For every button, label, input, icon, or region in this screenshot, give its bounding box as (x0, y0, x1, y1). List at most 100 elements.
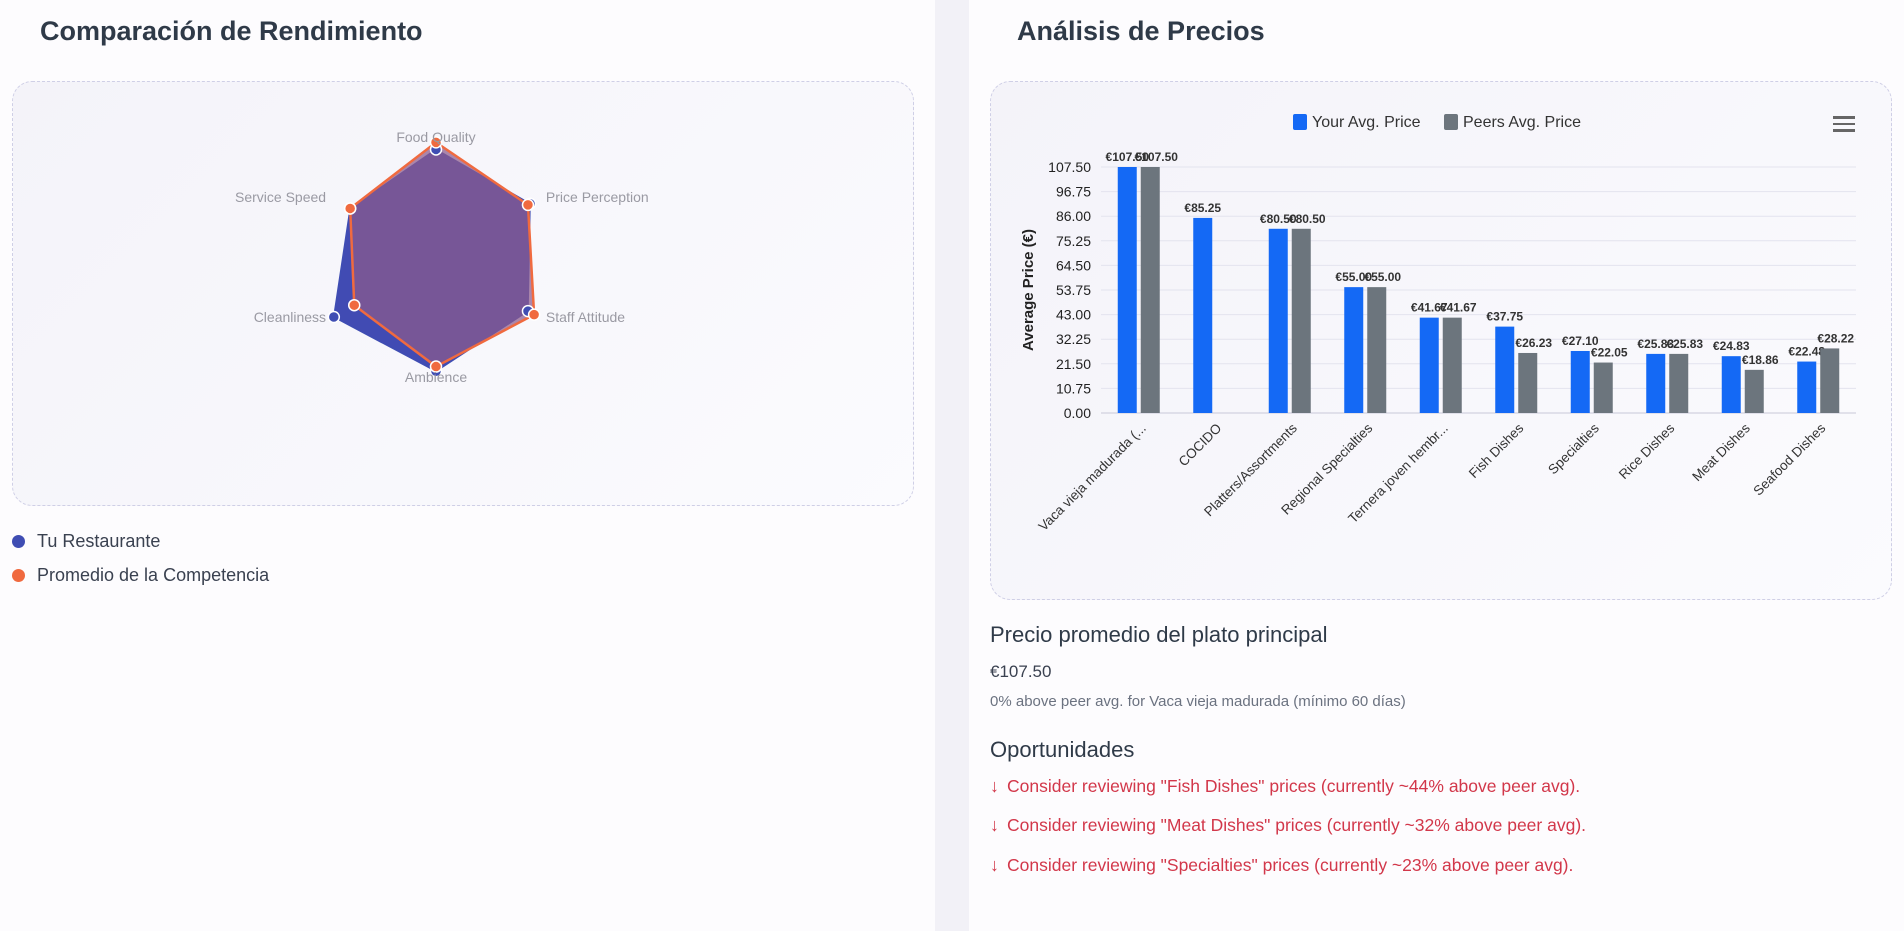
data-label: €107.50 (1106, 150, 1150, 164)
bar-your-price (1646, 353, 1666, 413)
opportunities-title: Oportunidades (990, 737, 1135, 762)
x-tick-label: Specialties (1545, 420, 1602, 477)
radar-point (527, 308, 541, 321)
bar-your-price (1419, 317, 1439, 413)
radar-point (343, 202, 357, 215)
data-label: €107.50 (1135, 150, 1179, 164)
opportunity-item: ↓ Consider reviewing "Specialties" price… (990, 855, 1573, 876)
radar-chart-card: Food Quality Price Perception Staff Attitu… (12, 81, 914, 506)
pricing-title: Análisis de Precios (1017, 16, 1265, 46)
data-label: €22.48 (1788, 345, 1825, 359)
y-tick-label: 43.00 (1056, 307, 1091, 323)
legend-item-tu-restaurante[interactable]: Tu Restaurante (12, 531, 160, 552)
opportunity-text: Consider reviewing "Specialties" prices … (1007, 855, 1574, 875)
legend-label: Promedio de la Competencia (37, 565, 270, 585)
x-tick-label: Fish Dishes (1466, 420, 1527, 481)
main-dish-note: 0% above peer avg. for Vaca vieja madura… (990, 693, 1406, 710)
legend-dot-tu-restaurante (12, 535, 25, 548)
y-tick-label: 96.75 (1056, 184, 1091, 200)
main-dish-title: Precio promedio del plato principal (990, 622, 1328, 647)
y-tick-label: 0.00 (1064, 405, 1091, 421)
bar-peers-price (1367, 287, 1387, 413)
radar-point (429, 136, 443, 149)
legend-swatch-peers-price (1444, 114, 1458, 130)
radar-point (521, 198, 535, 212)
y-tick-label: 86.00 (1056, 208, 1091, 224)
data-label: €26.23 (1515, 336, 1552, 350)
y-tick-label: 64.50 (1056, 257, 1091, 273)
bar-your-price (1495, 326, 1515, 413)
bar-your-price (1797, 361, 1817, 413)
data-label: €80.50 (1289, 212, 1326, 226)
arrow-down-icon: ↓ (990, 815, 999, 835)
bar-peers-price (1291, 228, 1311, 413)
data-label: €25.83 (1666, 337, 1703, 351)
legend-dot-competencia (12, 569, 25, 582)
data-label: €85.25 (1184, 201, 1221, 215)
opportunity-item: ↓ Consider reviewing "Fish Dishes" price… (990, 776, 1580, 797)
arrow-down-icon: ↓ (990, 776, 999, 796)
legend-item-competencia[interactable]: Promedio de la Competencia (12, 565, 269, 586)
bar-peers-price (1820, 348, 1840, 413)
legend-label: Your Avg. Price (1312, 114, 1421, 131)
opportunity-item: ↓ Consider reviewing "Meat Dishes" price… (990, 815, 1586, 836)
bar-your-price (1721, 356, 1741, 413)
data-label: €37.75 (1486, 310, 1523, 324)
bar-your-price (1268, 228, 1288, 413)
data-label: €55.00 (1335, 270, 1372, 284)
bar-your-price (1117, 167, 1137, 413)
y-tick-label: 10.75 (1056, 380, 1091, 396)
arrow-down-icon: ↓ (990, 855, 999, 875)
radar-axis-label: Food Quality (396, 129, 475, 145)
data-label: €27.10 (1562, 334, 1599, 348)
bar-peers-price (1518, 352, 1538, 413)
performance-title: Comparación de Rendimiento (40, 16, 423, 46)
data-label: €80.50 (1260, 212, 1297, 226)
bar-your-price (1570, 350, 1590, 413)
legend-label: Tu Restaurante (37, 531, 161, 551)
bar-peers-price (1442, 317, 1462, 413)
bar-chart: Your Avg. Price Peers Avg. Price 107.50 96.… (1020, 114, 1856, 534)
data-label: €28.22 (1817, 331, 1854, 345)
hamburger-menu-icon[interactable] (1833, 112, 1855, 136)
bar-your-price (1193, 217, 1213, 413)
legend-label: Peers Avg. Price (1463, 114, 1581, 131)
y-tick-label: 32.25 (1056, 331, 1091, 347)
y-tick-label: 53.75 (1056, 282, 1091, 298)
opportunity-text: Consider reviewing "Fish Dishes" prices … (1007, 776, 1581, 796)
x-tick-label: COCIDO (1176, 421, 1225, 470)
x-tick-label: Meat Dishes (1689, 420, 1753, 484)
radar-point (327, 310, 341, 324)
data-label: €41.67 (1411, 301, 1448, 315)
data-label: €24.83 (1713, 339, 1750, 353)
bar-peers-price (1744, 369, 1764, 413)
radar-point (347, 298, 361, 312)
radar-axis-label: Ambience (405, 369, 467, 385)
x-tick-label: Vaca vieja madurada (... (1036, 421, 1149, 534)
y-tick-label: 75.25 (1056, 233, 1091, 249)
main-dish-price: €107.50 (990, 662, 1052, 681)
y-axis-title: Average Price (€) (1020, 229, 1037, 351)
data-label: €25.83 (1637, 337, 1674, 351)
radar-axis-label: Service Speed (235, 189, 326, 205)
legend-swatch-your-price (1293, 114, 1307, 130)
data-label: €18.86 (1742, 353, 1779, 367)
performance-panel: Comparación de Rendimiento Food Quality P… (0, 0, 935, 931)
data-label: €41.67 (1440, 301, 1477, 315)
radar-axis-label: Cleanliness (254, 309, 326, 325)
radar-point (429, 360, 443, 373)
x-tick-label: Seafood Dishes (1750, 420, 1828, 498)
bar-your-price (1344, 287, 1364, 413)
y-tick-label: 21.50 (1056, 356, 1091, 372)
radar-chart: Food Quality Price Perception Staff Attitu… (235, 129, 649, 385)
opportunity-text: Consider reviewing "Meat Dishes" prices … (1007, 815, 1587, 835)
radar-axis-label: Staff Attitude (546, 309, 625, 325)
data-label: €22.05 (1591, 346, 1628, 360)
radar-axis-label: Price Perception (546, 189, 649, 205)
bar-peers-price (1140, 167, 1160, 413)
bar-chart-card: Your Avg. Price Peers Avg. Price 107.50 96.… (990, 81, 1892, 600)
panel-divider (935, 0, 969, 931)
x-tick-label: Rice Dishes (1616, 420, 1678, 482)
y-tick-label: 107.50 (1048, 159, 1091, 175)
data-label: €55.00 (1364, 270, 1401, 284)
